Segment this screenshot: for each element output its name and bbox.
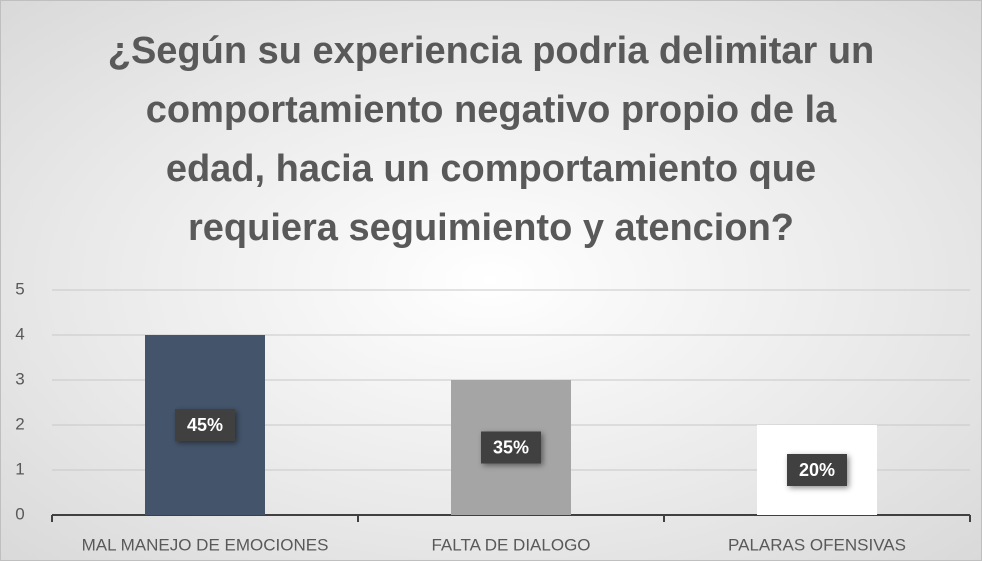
x-tick-label: FALTA DE DIALOGO (431, 535, 590, 554)
data-label-box (787, 454, 847, 486)
y-tick-label: 4 (15, 324, 24, 343)
x-tick-label: MAL MANEJO DE EMOCIONES (82, 535, 329, 554)
y-tick-label: 2 (15, 414, 24, 433)
y-tick-label: 5 (15, 279, 24, 298)
y-tick-label: 3 (15, 369, 24, 388)
data-label-box (481, 431, 541, 464)
chart-title: ¿Según su experiencia podria delimitar u… (107, 30, 875, 249)
x-tick-label: PALARAS OFENSIVAS (728, 535, 906, 554)
data-label: 45% (187, 415, 223, 435)
y-tick-label: 0 (15, 504, 24, 523)
data-label-box (175, 409, 235, 441)
data-label: 20% (799, 460, 835, 480)
data-label: 35% (493, 437, 529, 457)
y-tick-label: 1 (15, 459, 24, 478)
